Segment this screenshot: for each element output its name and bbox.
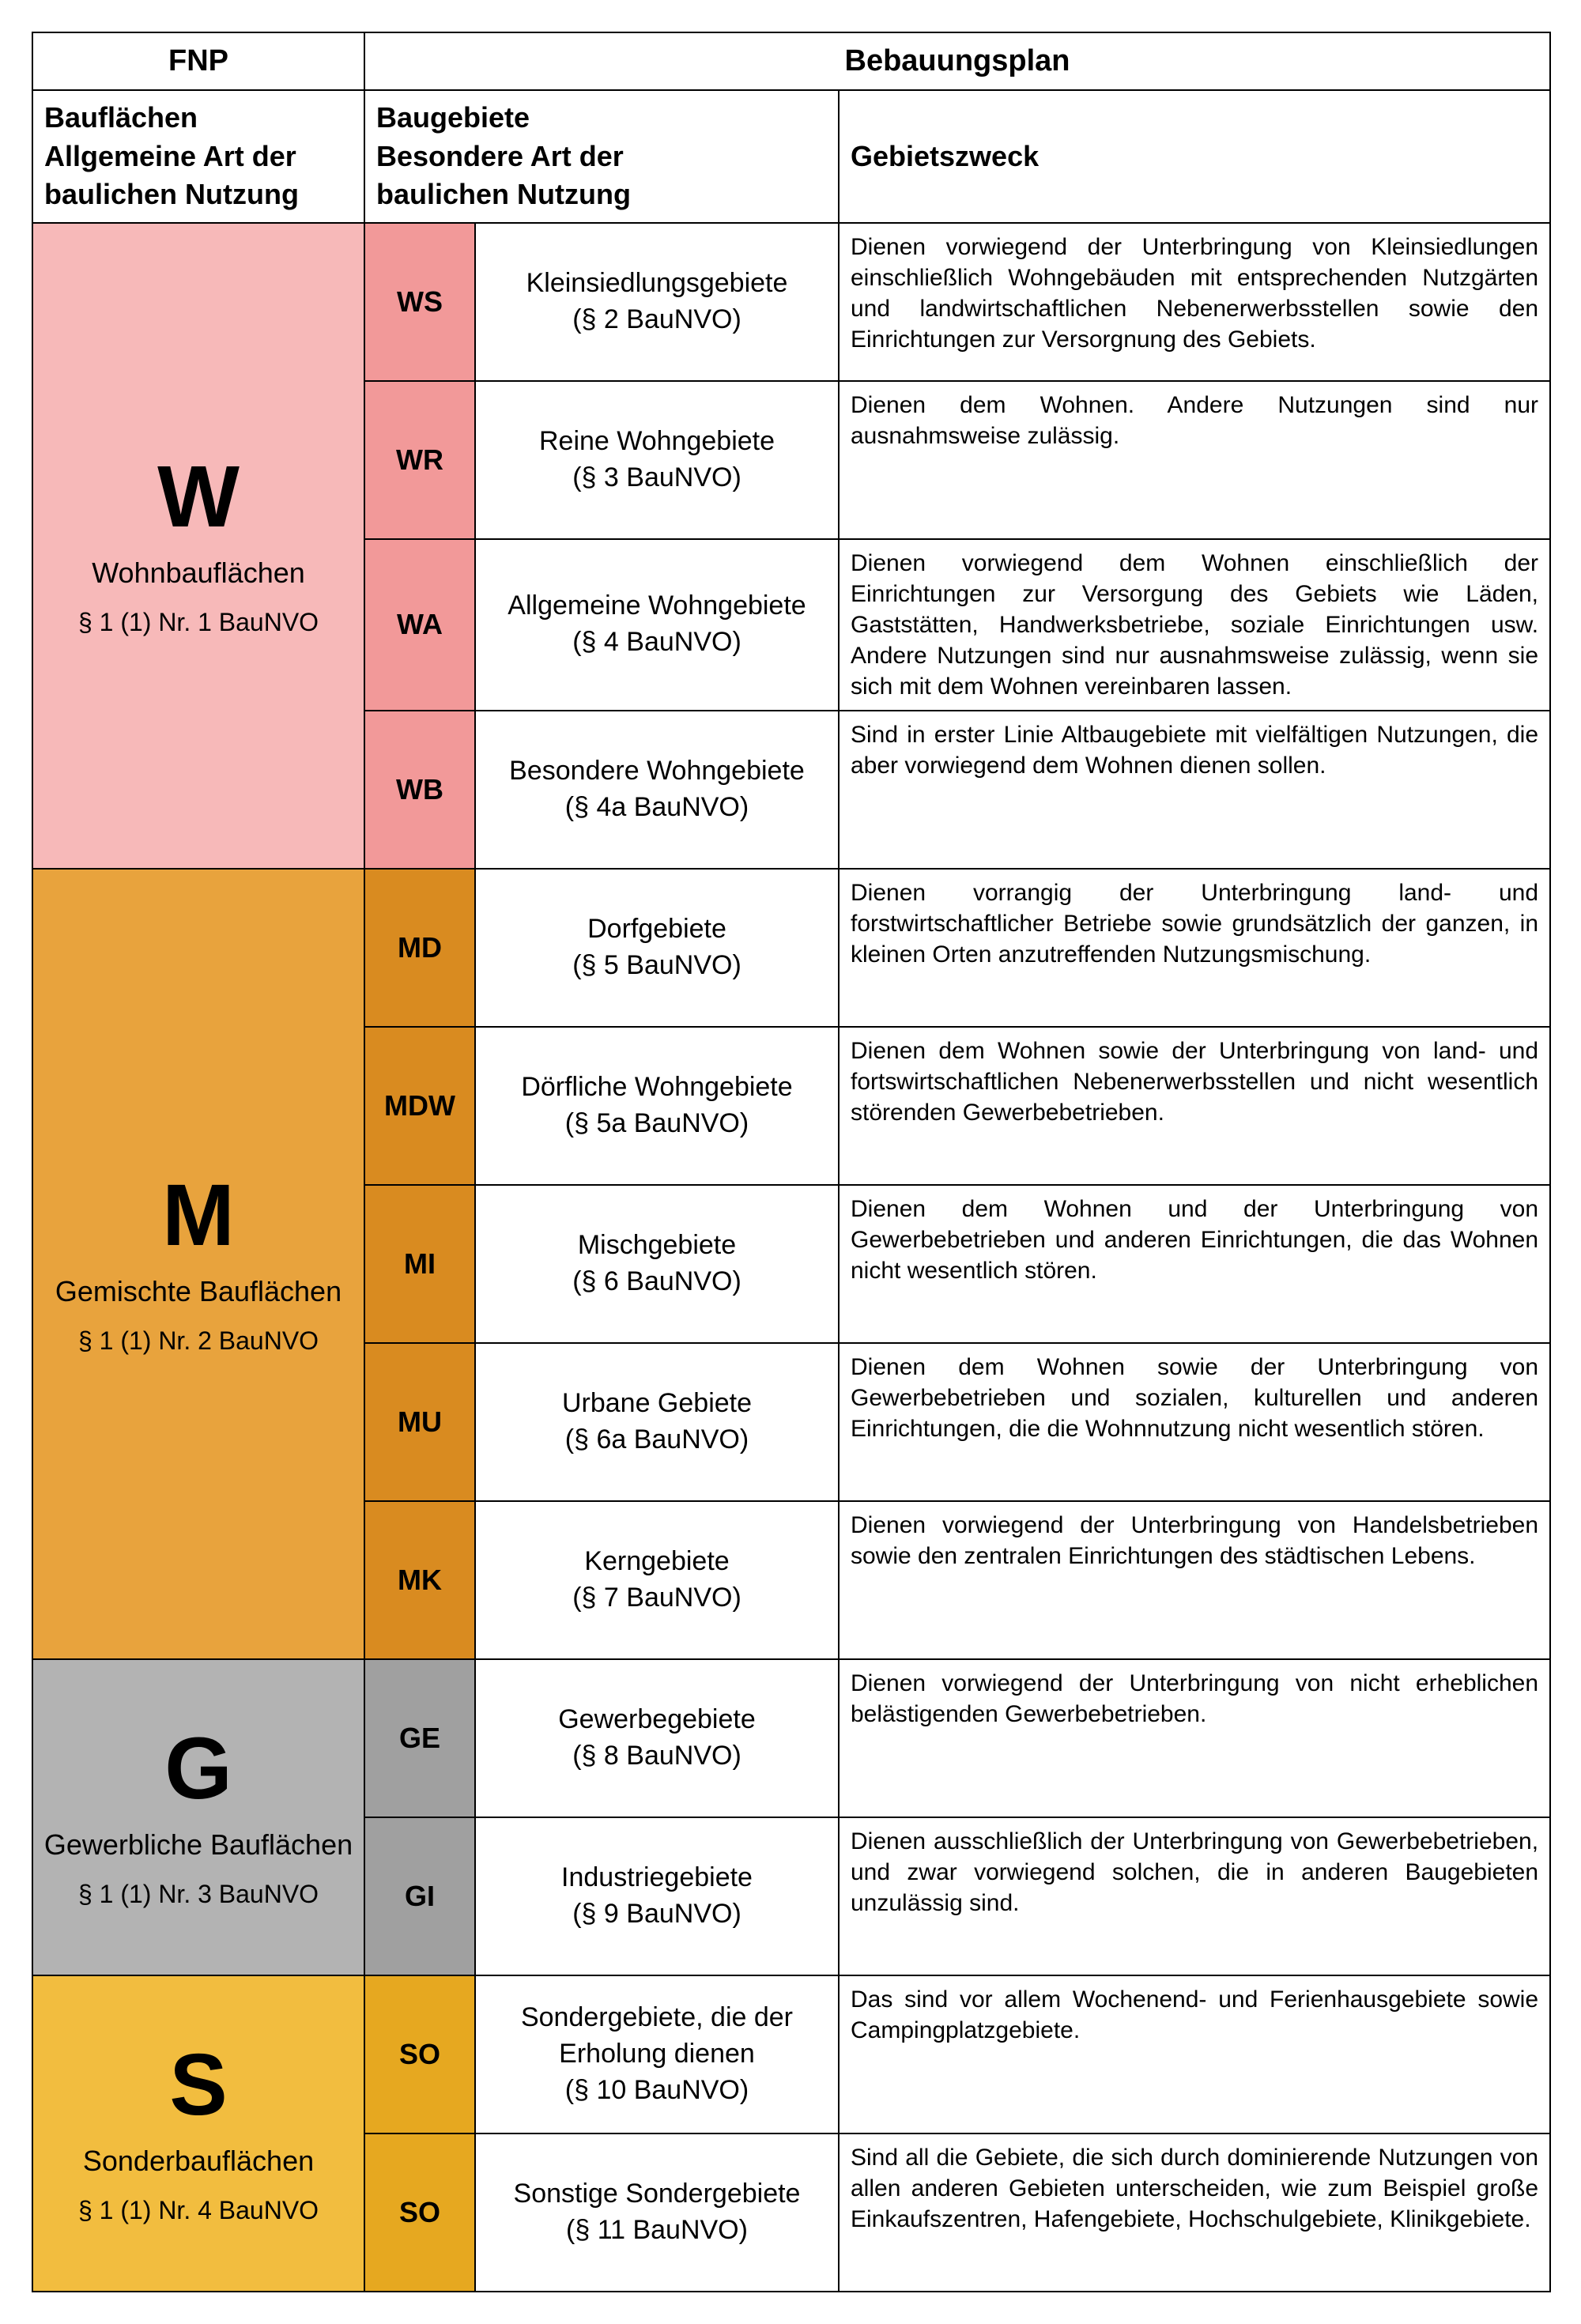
gebiet-cell: Sondergebiete, die der Erholung dienen(§…	[475, 1975, 839, 2133]
bauflaechen-line1: Bauflächen	[44, 101, 198, 134]
gebiet-ref: (§ 7 BauNVO)	[484, 1580, 830, 1617]
bauflaechen-line3: baulichen Nutzung	[44, 178, 299, 210]
gebiet-ref: (§ 4a BauNVO)	[484, 790, 830, 826]
gebiet-name: Kerngebiete	[484, 1544, 830, 1580]
category-ref: § 1 (1) Nr. 2 BauNVO	[41, 1326, 356, 1356]
code-cell: MK	[364, 1501, 475, 1659]
gebiet-ref: (§ 6a BauNVO)	[484, 1422, 830, 1458]
zweck-cell: Dienen dem Wohnen. Andere Nutzungen sind…	[839, 381, 1550, 539]
gebiet-name: Kleinsiedlungsgebiete	[484, 266, 830, 302]
gebiet-cell: Dorfgebiete(§ 5 BauNVO)	[475, 869, 839, 1027]
gebiet-ref: (§ 8 BauNVO)	[484, 1738, 830, 1775]
gebiet-cell: Allgemeine Wohngebiete(§ 4 BauNVO)	[475, 539, 839, 711]
header-row-2: Bauflächen Allgemeine Art der baulichen …	[32, 90, 1550, 223]
zweck-cell: Dienen dem Wohnen und der Unterbringung …	[839, 1185, 1550, 1343]
gebiet-name: Dorfgebiete	[484, 911, 830, 948]
gebiet-ref: (§ 3 BauNVO)	[484, 460, 830, 496]
zweck-cell: Das sind vor allem Wochenend- und Ferien…	[839, 1975, 1550, 2133]
zweck-cell: Dienen dem Wohnen sowie der Unterbringun…	[839, 1343, 1550, 1501]
code-cell: MD	[364, 869, 475, 1027]
gebiet-cell: Besondere Wohngebiete(§ 4a BauNVO)	[475, 711, 839, 869]
table-row: SSonderbauflächen§ 1 (1) Nr. 4 BauNVOSOS…	[32, 1975, 1550, 2133]
gebiet-cell: Sonstige Sondergebiete(§ 11 BauNVO)	[475, 2133, 839, 2292]
gebiet-ref: (§ 9 BauNVO)	[484, 1896, 830, 1933]
code-cell: WA	[364, 539, 475, 711]
zweck-cell: Dienen vorwiegend der Unterbringung von …	[839, 1659, 1550, 1817]
category-letter: W	[41, 454, 356, 541]
zweck-cell: Dienen vorwiegend der Unterbringung von …	[839, 223, 1550, 381]
bauflaechen-line2: Allgemeine Art der	[44, 140, 296, 172]
gebiet-name: Gewerbegebiete	[484, 1702, 830, 1738]
baugebiete-line1: Baugebiete	[376, 101, 530, 134]
gebiet-name: Sonstige Sondergebiete	[484, 2176, 830, 2213]
subheader-bauflaechen: Bauflächen Allgemeine Art der baulichen …	[32, 90, 364, 223]
category-name: Gemischte Bauflächen	[41, 1273, 356, 1309]
gebiet-ref: (§ 5a BauNVO)	[484, 1106, 830, 1142]
code-cell: WB	[364, 711, 475, 869]
zweck-cell: Sind all die Gebiete, die sich durch dom…	[839, 2133, 1550, 2292]
gebiet-cell: Reine Wohngebiete(§ 3 BauNVO)	[475, 381, 839, 539]
gebiet-cell: Industriegebiete(§ 9 BauNVO)	[475, 1817, 839, 1975]
code-cell: GI	[364, 1817, 475, 1975]
table-row: MGemischte Bauflächen§ 1 (1) Nr. 2 BauNV…	[32, 869, 1550, 1027]
code-cell: MI	[364, 1185, 475, 1343]
gebiet-name: Urbane Gebiete	[484, 1386, 830, 1422]
gebiet-name: Industriegebiete	[484, 1860, 830, 1896]
table-row: GGewerbliche Bauflächen§ 1 (1) Nr. 3 Bau…	[32, 1659, 1550, 1817]
category-ref: § 1 (1) Nr. 1 BauNVO	[41, 608, 356, 637]
zweck-cell: Dienen vorrangig der Unterbringung land-…	[839, 869, 1550, 1027]
gebiet-ref: (§ 11 BauNVO)	[484, 2213, 830, 2249]
code-cell: SO	[364, 1975, 475, 2133]
subheader-zweck: Gebietszweck	[839, 90, 1550, 223]
category-letter: G	[41, 1726, 356, 1813]
category-cell-M: M Gemischte Bauflächen § 1 (1) Nr. 2 BauNV…	[32, 869, 364, 1659]
code-cell: MU	[364, 1343, 475, 1501]
gebiet-ref: (§ 4 BauNVO)	[484, 624, 830, 661]
gebiet-cell: Kleinsiedlungsgebiete(§ 2 BauNVO)	[475, 223, 839, 381]
zweck-cell: Sind in erster Linie Altbaugebiete mit v…	[839, 711, 1550, 869]
gebiet-ref: (§ 6 BauNVO)	[484, 1264, 830, 1300]
zweck-cell: Dienen vorwiegend der Unterbringung von …	[839, 1501, 1550, 1659]
table-row: WWohnbauflächen§ 1 (1) Nr. 1 BauNVOWSKle…	[32, 223, 1550, 381]
code-cell: MDW	[364, 1027, 475, 1185]
category-letter: M	[41, 1172, 356, 1259]
header-fnp: FNP	[32, 32, 364, 90]
gebiet-name: Sondergebiete, die der Erholung dienen	[484, 2000, 830, 2073]
baunvo-table: FNP Bebauungsplan Bauflächen Allgemeine …	[32, 32, 1551, 2292]
baugebiete-line2: Besondere Art der	[376, 140, 624, 172]
zweck-cell: Dienen ausschließlich der Unterbringung …	[839, 1817, 1550, 1975]
gebiet-cell: Mischgebiete(§ 6 BauNVO)	[475, 1185, 839, 1343]
category-ref: § 1 (1) Nr. 4 BauNVO	[41, 2196, 356, 2225]
zweck-cell: Dienen vorwiegend dem Wohnen einschließl…	[839, 539, 1550, 711]
gebiet-name: Dörfliche Wohngebiete	[484, 1070, 830, 1106]
code-cell: SO	[364, 2133, 475, 2292]
gebiet-cell: Urbane Gebiete(§ 6a BauNVO)	[475, 1343, 839, 1501]
gebiet-ref: (§ 5 BauNVO)	[484, 948, 830, 984]
category-letter: S	[41, 2042, 356, 2129]
gebiet-name: Allgemeine Wohngebiete	[484, 588, 830, 624]
code-cell: GE	[364, 1659, 475, 1817]
gebiet-cell: Kerngebiete(§ 7 BauNVO)	[475, 1501, 839, 1659]
gebiet-ref: (§ 2 BauNVO)	[484, 302, 830, 338]
code-cell: WR	[364, 381, 475, 539]
code-cell: WS	[364, 223, 475, 381]
category-cell-G: G Gewerbliche Bauflächen § 1 (1) Nr. 3 Bau…	[32, 1659, 364, 1975]
header-row-1: FNP Bebauungsplan	[32, 32, 1550, 90]
gebiet-ref: (§ 10 BauNVO)	[484, 2073, 830, 2109]
header-bplan: Bebauungsplan	[364, 32, 1550, 90]
category-cell-S: S Sonderbauflächen § 1 (1) Nr. 4 BauNVO	[32, 1975, 364, 2292]
category-name: Gewerbliche Bauflächen	[41, 1827, 356, 1862]
zweck-cell: Dienen dem Wohnen sowie der Unterbringun…	[839, 1027, 1550, 1185]
gebiet-name: Besondere Wohngebiete	[484, 753, 830, 790]
category-cell-W: W Wohnbauflächen § 1 (1) Nr. 1 BauNVO	[32, 223, 364, 869]
gebiet-cell: Gewerbegebiete(§ 8 BauNVO)	[475, 1659, 839, 1817]
subheader-baugebiete: Baugebiete Besondere Art der baulichen N…	[364, 90, 839, 223]
category-name: Wohnbauflächen	[41, 555, 356, 590]
baugebiete-line3: baulichen Nutzung	[376, 178, 631, 210]
category-ref: § 1 (1) Nr. 3 BauNVO	[41, 1880, 356, 1909]
gebiet-name: Reine Wohngebiete	[484, 424, 830, 460]
gebiet-cell: Dörfliche Wohngebiete(§ 5a BauNVO)	[475, 1027, 839, 1185]
gebiet-name: Mischgebiete	[484, 1228, 830, 1264]
category-name: Sonderbauflächen	[41, 2143, 356, 2179]
